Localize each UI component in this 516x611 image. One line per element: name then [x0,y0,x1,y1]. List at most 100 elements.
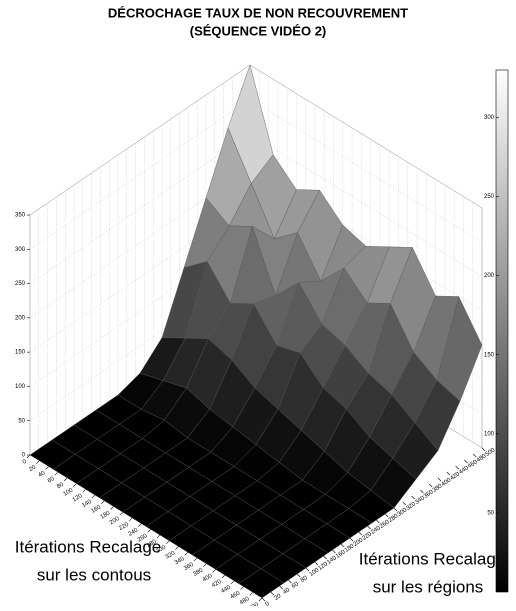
y-tick [384,513,389,518]
colorbar-tick-label: 100 [484,431,495,437]
x-tick [91,494,96,499]
y-axis-label: Itérations Recalage [359,549,505,568]
y-tick-label: 180 [344,543,356,554]
x-tick [82,489,86,493]
grid-line [249,167,483,312]
y-tick-label: 420 [449,471,461,482]
y-tick-label: 20 [273,593,282,602]
x-tick-label: 480 [239,596,251,606]
y-tick-label: 120 [317,561,329,572]
z-tick-label: 150 [15,350,26,356]
y-tick [296,573,301,578]
y-tick-label: 240 [370,525,382,536]
x-tick-label: 360 [183,562,195,573]
y-tick [323,555,327,560]
y-tick-label: 460 [467,459,479,470]
x-tick [240,586,244,590]
x-tick-label: 280 [146,539,158,550]
x-tick-label: 20 [28,464,37,473]
y-tick-label: 280 [388,513,400,524]
y-tick [428,483,433,488]
y-tick-label: 340 [414,495,426,506]
grid-line [249,99,483,243]
x-tick-label: 120 [72,493,84,504]
y-tick [332,549,336,554]
y-tick [358,531,363,536]
y-tick [376,519,380,524]
y-tick [472,453,477,458]
x-tick [73,483,77,487]
colorbar-tick-label: 250 [484,194,495,200]
x-tick [203,563,207,567]
x-tick-label: 460 [230,590,242,601]
y-tick [340,543,345,548]
grid-line [249,133,483,277]
y-tick [305,567,310,572]
x-tick-label: 200 [109,516,121,527]
x-tick [249,592,253,596]
surface-patch [238,568,285,599]
y-tick-label: 500 [485,447,497,458]
x-tick-label: 240 [127,527,139,538]
x-tick [26,454,31,459]
y-tick-label: 140 [326,555,338,566]
x-tick [165,540,170,545]
y-tick [393,507,398,512]
x-tick-label: 260 [137,533,149,544]
y-tick [349,537,354,542]
z-tick-label: 300 [15,247,26,253]
grid-line [29,64,251,216]
z-tick-label: 50 [18,418,25,424]
z-tick-label: 200 [15,315,26,321]
y-axis-label: sur les régions [373,577,484,596]
x-tick-label: 80 [56,481,65,490]
y-tick [455,465,459,470]
y-tick-label: 320 [405,501,417,512]
y-tick [437,477,442,482]
x-tick-label: 40 [38,470,47,479]
y-tick [411,495,415,500]
y-tick [314,561,319,566]
x-tick [54,471,59,476]
grid-line [29,99,251,250]
colorbar [495,69,509,593]
y-tick [367,525,371,530]
z-tick-label: 250 [15,281,26,287]
x-tick-label: 220 [118,521,130,532]
x-tick [110,506,114,510]
x-tick-label: 0 [22,459,28,466]
colorbar-tick-label: 150 [484,352,495,358]
y-tick [420,489,424,494]
grid-line [29,236,251,387]
x-axis-label: sur les contous [37,565,151,584]
x-tick [45,466,49,470]
y-tick-label: 80 [300,575,309,584]
x-tick [230,580,235,585]
colorbar-tick-label: 200 [484,273,495,279]
x-tick-label: 340 [174,556,186,567]
y-tick-label: 380 [432,483,444,494]
x-tick-label: 180 [100,510,112,521]
x-tick [258,597,263,602]
y-tick-label: 220 [361,531,373,542]
grid-line [29,270,251,421]
y-tick [481,447,486,452]
y-tick [279,585,283,590]
y-tick [446,471,451,476]
x-tick-label: 300 [155,544,167,555]
x-tick [101,500,105,504]
z-tick-label: 350 [15,213,26,219]
x-tick-label: 380 [192,567,204,578]
x-tick [156,534,161,539]
y-tick-label: 160 [335,549,347,560]
y-tick [464,459,468,464]
y-tick-label: 60 [291,581,300,590]
x-tick [221,574,226,579]
grid-line [29,201,251,353]
x-tick-label: 400 [202,573,214,584]
x-tick-label: 420 [211,579,223,590]
y-tick [402,501,407,506]
colorbar-tick-label: 300 [484,115,495,121]
x-tick [36,460,40,464]
